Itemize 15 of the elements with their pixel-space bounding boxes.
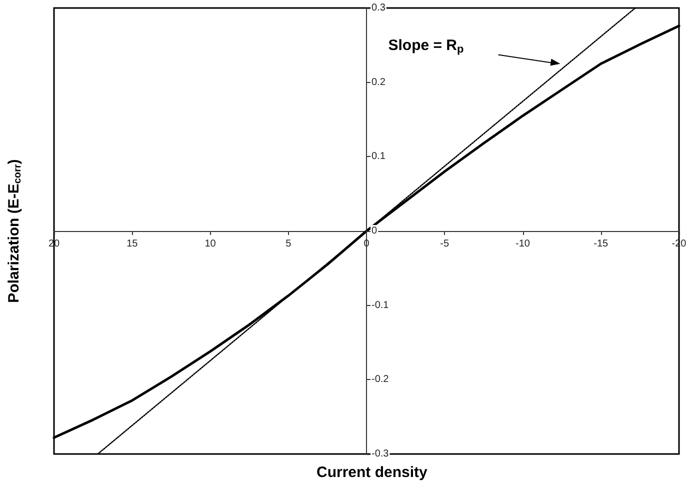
y-tick-label: 0.1 bbox=[372, 151, 386, 162]
x-tick-label: 10 bbox=[204, 238, 216, 250]
y-axis-title: Polarization (E-Ecorr) bbox=[6, 159, 24, 303]
y-tick-label: -0.2 bbox=[372, 374, 390, 386]
x-tick-label: -5 bbox=[440, 238, 450, 250]
y-tick-label: 0.2 bbox=[372, 76, 386, 88]
x-axis-title: Current density bbox=[316, 464, 428, 481]
y-tick-label: 0 bbox=[372, 226, 378, 236]
y-tick-label: 0.3 bbox=[372, 2, 386, 14]
x-tick-label: -10 bbox=[516, 238, 530, 250]
x-tick-label: -15 bbox=[594, 238, 609, 250]
y-tick-label: -0.1 bbox=[372, 300, 390, 311]
x-tick-label: 15 bbox=[126, 238, 138, 250]
x-tick-label: 5 bbox=[286, 238, 292, 250]
y-tick-label: -0.3 bbox=[372, 448, 390, 460]
